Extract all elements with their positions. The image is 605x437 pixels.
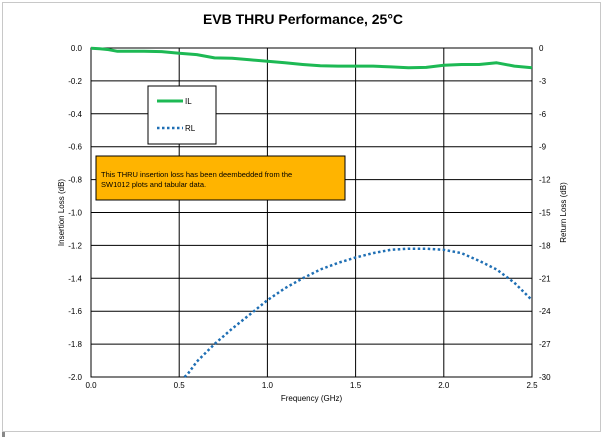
left-tick-label: -0.8 [68, 176, 82, 185]
legend-rl-label: RL [185, 124, 196, 133]
right-tick-label: -21 [539, 274, 551, 283]
left-tick-label: -1.8 [68, 340, 82, 349]
right-tick-label: -24 [539, 307, 551, 316]
frame-edge-mark [2, 432, 5, 437]
x-axis-ticks: 0.0 0.5 1.0 1.5 2.0 2.5 [85, 381, 538, 390]
legend: IL RL [147, 85, 217, 145]
left-tick-label: -0.6 [68, 143, 82, 152]
left-tick-label: 0.0 [71, 44, 83, 53]
x-tick-label: 0.5 [174, 381, 186, 390]
left-tick-label: -1.0 [68, 209, 82, 218]
right-tick-label: -12 [539, 176, 551, 185]
series-il-line [90, 46, 533, 70]
x-axis-label: Frequency (GHz) [281, 394, 343, 403]
plot-area-border [90, 47, 533, 378]
right-axis-ticks: 0 -3 -6 -9 -12 -15 -18 -21 -24 -27 -30 [539, 44, 551, 382]
x-tick-label: 1.5 [350, 381, 362, 390]
annotation-line-1: This THRU insertion loss has been deembe… [101, 170, 292, 179]
x-tick-label: 2.0 [438, 381, 450, 390]
right-tick-label: -6 [539, 110, 547, 119]
left-tick-label: -2.0 [68, 373, 82, 382]
chart-frame [2, 2, 601, 432]
x-tick-label: 1.0 [262, 381, 274, 390]
chart-title: EVB THRU Performance, 25°C [203, 11, 403, 27]
annotation-line-2: SW1012 plots and tabular data. [101, 180, 206, 189]
grid-lines [91, 48, 532, 377]
annotation-background [95, 155, 346, 201]
right-tick-label: 0 [539, 44, 544, 53]
right-tick-label: -18 [539, 241, 551, 250]
x-tick-label: 2.5 [526, 381, 538, 390]
series-rl-line [183, 247, 533, 378]
right-tick-label: -30 [539, 373, 551, 382]
data-series [90, 46, 533, 378]
left-tick-label: -1.4 [68, 274, 82, 283]
right-tick-label: -15 [539, 209, 551, 218]
right-tick-label: -3 [539, 77, 547, 86]
right-tick-label: -27 [539, 340, 551, 349]
left-tick-label: -0.4 [68, 110, 82, 119]
annotation-box: This THRU insertion loss has been deembe… [95, 155, 346, 201]
left-axis-ticks: 0.0 -0.2 -0.4 -0.6 -0.8 -1.0 -1.2 -1.4 -1.6 -1.8 -… [68, 44, 82, 382]
right-tick-label: -9 [539, 143, 547, 152]
x-tick-label: 0.0 [85, 381, 97, 390]
right-axis-label: Return Loss (dB) [559, 182, 568, 243]
left-tick-label: -1.6 [68, 307, 82, 316]
legend-box [147, 85, 217, 145]
legend-il-label: IL [185, 97, 192, 106]
left-tick-label: -0.2 [68, 77, 82, 86]
left-axis-label: Insertion Loss (dB) [57, 179, 66, 246]
left-tick-label: -1.2 [68, 241, 82, 250]
